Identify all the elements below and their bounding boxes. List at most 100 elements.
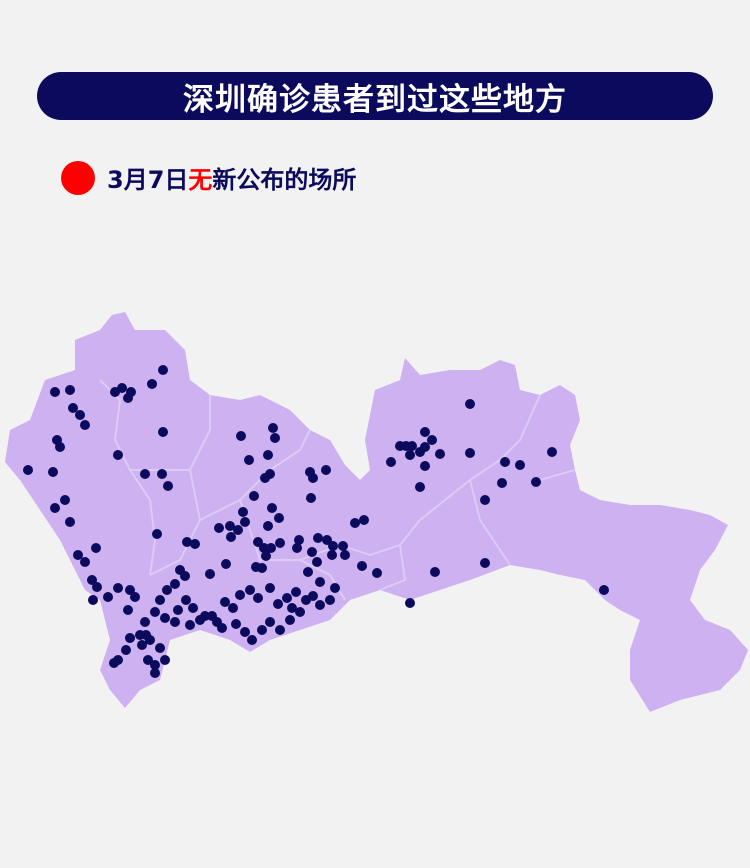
location-point xyxy=(160,613,170,623)
location-point xyxy=(163,481,173,491)
location-point xyxy=(307,547,317,557)
location-point xyxy=(313,533,323,543)
location-point xyxy=(126,387,136,397)
location-point xyxy=(292,543,302,553)
location-point xyxy=(103,592,113,602)
location-point xyxy=(465,448,475,458)
location-point xyxy=(312,557,322,567)
location-point xyxy=(150,660,160,670)
location-point xyxy=(415,482,425,492)
location-point xyxy=(265,469,275,479)
location-point xyxy=(225,521,235,531)
location-point xyxy=(480,495,490,505)
location-point xyxy=(253,593,263,603)
location-point xyxy=(141,630,151,640)
location-point xyxy=(315,577,325,587)
location-point xyxy=(150,668,160,678)
title-banner: 深圳确诊患者到过这些地方 xyxy=(37,72,713,120)
location-point xyxy=(158,427,168,437)
location-point xyxy=(372,568,382,578)
location-point xyxy=(263,521,273,531)
location-point xyxy=(195,615,205,625)
legend: 3月7日无新公布的场所 xyxy=(61,160,356,195)
location-point xyxy=(157,469,167,479)
location-point xyxy=(267,503,277,513)
location-point xyxy=(80,420,90,430)
location-point xyxy=(65,385,75,395)
location-point xyxy=(420,427,430,437)
location-point xyxy=(121,645,131,655)
location-point xyxy=(48,467,58,477)
location-point xyxy=(359,515,369,525)
location-point xyxy=(515,460,525,470)
location-point xyxy=(308,473,318,483)
location-point xyxy=(137,640,147,650)
location-point xyxy=(328,541,338,551)
location-point xyxy=(130,592,140,602)
location-point xyxy=(158,365,168,375)
location-point xyxy=(80,557,90,567)
location-point xyxy=(221,559,231,569)
legend-highlight: 无 xyxy=(188,166,213,194)
location-point xyxy=(238,507,248,517)
location-point xyxy=(547,447,557,457)
location-point xyxy=(327,550,337,560)
location-point xyxy=(308,591,318,601)
location-point xyxy=(170,617,180,627)
location-point xyxy=(247,635,257,645)
location-point xyxy=(23,465,33,475)
location-point xyxy=(147,379,157,389)
location-point xyxy=(497,478,507,488)
location-point xyxy=(152,529,162,539)
location-point xyxy=(88,595,98,605)
location-point xyxy=(236,431,246,441)
location-point xyxy=(273,599,283,609)
location-point xyxy=(226,532,236,542)
location-point xyxy=(73,550,83,560)
location-point xyxy=(113,450,123,460)
shenzhen-region xyxy=(5,312,748,712)
location-point xyxy=(240,517,250,527)
location-point xyxy=(407,441,417,451)
location-point xyxy=(117,383,127,393)
location-point xyxy=(357,561,367,571)
location-point xyxy=(420,461,430,471)
location-point xyxy=(294,535,304,545)
location-point xyxy=(162,585,172,595)
location-point xyxy=(330,583,340,593)
location-point xyxy=(65,517,75,527)
location-point xyxy=(275,538,285,548)
location-point xyxy=(386,457,396,467)
legend-marker-red-dot xyxy=(61,160,95,195)
location-point xyxy=(188,603,198,613)
location-point xyxy=(205,569,215,579)
location-point xyxy=(405,450,415,460)
legend-text: 3月7日无新公布的场所 xyxy=(107,160,356,195)
location-point xyxy=(265,583,275,593)
legend-suffix: 新公布的场所 xyxy=(212,166,357,194)
location-point xyxy=(265,617,275,627)
location-point xyxy=(321,465,331,475)
location-point xyxy=(125,633,135,643)
location-point xyxy=(182,537,192,547)
location-point xyxy=(303,567,313,577)
location-point xyxy=(315,600,325,610)
location-point xyxy=(92,582,102,592)
location-point xyxy=(465,399,475,409)
location-point xyxy=(268,423,278,433)
location-point xyxy=(155,643,165,653)
location-point xyxy=(155,595,165,605)
location-point xyxy=(143,655,153,665)
location-point xyxy=(123,605,133,615)
location-point xyxy=(235,590,245,600)
location-point xyxy=(190,539,200,549)
page-title: 深圳确诊患者到过这些地方 xyxy=(183,81,567,118)
location-point xyxy=(180,571,190,581)
location-point xyxy=(160,655,170,665)
location-point xyxy=(266,543,276,553)
location-point xyxy=(261,551,271,561)
location-point xyxy=(68,403,78,413)
location-point xyxy=(295,607,305,617)
location-point xyxy=(531,477,541,487)
